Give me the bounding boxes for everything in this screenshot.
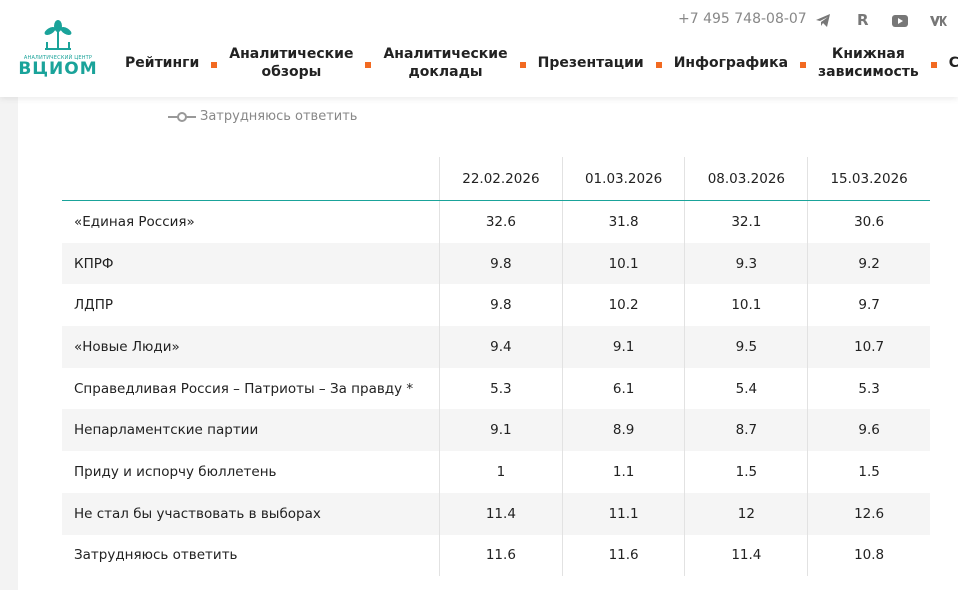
row-label: «Единая Россия» bbox=[74, 213, 195, 230]
column-header: 15.03.2026 bbox=[807, 157, 930, 201]
value-cell: 9.4 bbox=[439, 326, 563, 368]
legend-item[interactable]: Затрудняюсь ответить bbox=[168, 109, 357, 124]
nav-separator bbox=[211, 62, 218, 68]
legend-label: Затрудняюсь ответить bbox=[200, 109, 358, 124]
table-row: «Новые Люди» 9.4 9.1 9.5 10.7 bbox=[62, 326, 930, 368]
logo-name: ВЦИОМ bbox=[18, 59, 98, 79]
nav-link[interactable]: Рейтинги bbox=[125, 55, 200, 71]
content: Затрудняюсь ответить 22.02.2026 01.03.202… bbox=[18, 97, 958, 590]
nav-separator bbox=[365, 62, 372, 68]
value-cell: 10.2 bbox=[561, 284, 685, 327]
value-cell: 32.6 bbox=[439, 200, 563, 243]
header-row: 22.02.2026 01.03.2026 08.03.2026 15.03.2026 bbox=[62, 157, 930, 201]
row-label: ЛДПР bbox=[74, 297, 113, 314]
row-label: КПРФ bbox=[62, 242, 440, 285]
table-row: Непарламентские партии 9.1 8.9 8.7 9.6 bbox=[62, 409, 930, 452]
value-cell: 31.8 bbox=[561, 200, 685, 243]
value-cell: 11.1 bbox=[561, 492, 685, 535]
value-cell: 12.6 bbox=[807, 492, 930, 535]
value-cell: 30.6 bbox=[807, 200, 930, 243]
value-cell: 9.1 bbox=[439, 409, 563, 452]
table-row: КПРФ 9.8 10.1 9.3 9.2 bbox=[62, 242, 930, 285]
value-cell: 10.8 bbox=[807, 534, 930, 577]
nav-link[interactable]: Аналитические обзоры bbox=[229, 46, 354, 80]
value-cell: 9.5 bbox=[684, 326, 808, 368]
header-cell bbox=[62, 157, 440, 201]
value-cell: 11.4 bbox=[439, 492, 563, 535]
value-cell: 9.1 bbox=[561, 326, 685, 368]
value-cell: 1.5 bbox=[807, 451, 930, 493]
value-cell: 11.4 bbox=[684, 534, 808, 577]
logo-caption: АНАЛИТИЧЕСКИЙ ЦЕНТР bbox=[23, 55, 93, 61]
table-row: ЛДПР 9.8 10.2 10.1 9.7 bbox=[62, 284, 930, 327]
nav-separator bbox=[800, 62, 807, 68]
logo[interactable]: АНАЛИТИЧЕСКИЙ ЦЕНТР ВЦИОМ bbox=[18, 20, 98, 79]
nav-link[interactable]: События bbox=[948, 55, 958, 71]
value-cell: 9.7 bbox=[807, 284, 930, 327]
value-cell: 9.8 bbox=[439, 242, 563, 285]
value-cell: 1.5 bbox=[684, 451, 808, 493]
value-cell: 10.7 bbox=[807, 326, 930, 368]
value-cell: 12 bbox=[684, 492, 808, 535]
value-cell: 8.9 bbox=[561, 409, 685, 452]
results-table: 22.02.2026 01.03.2026 08.03.2026 15.03.2026… bbox=[62, 157, 930, 577]
value-cell: 9.6 bbox=[807, 409, 930, 452]
row-label: Приду и испорчу бюллетень bbox=[74, 463, 277, 480]
nav-link[interactable]: Книжная зависимость bbox=[818, 46, 919, 80]
legend-marker bbox=[168, 111, 196, 122]
vk-icon[interactable] bbox=[930, 16, 947, 26]
column-header: 08.03.2026 bbox=[684, 157, 808, 201]
value-cell: 9.8 bbox=[439, 284, 563, 327]
column-header: 01.03.2026 bbox=[561, 157, 685, 201]
main-nav: Рейтинги Аналитические обзоры Аналитически… bbox=[125, 44, 958, 82]
site-header: АНАЛИТИЧЕСКИЙ ЦЕНТР ВЦИОМ +7 495 748-08-… bbox=[0, 0, 958, 97]
table-row: Не стал бы участвовать в выборах 11.4 11.1… bbox=[62, 492, 930, 535]
nav-separator bbox=[930, 62, 937, 68]
row-label: Справедливая Россия – Патриоты – За прав… bbox=[74, 380, 414, 397]
value-cell: 10.1 bbox=[561, 242, 685, 285]
nav-separator bbox=[655, 62, 662, 68]
table-row: Приду и испорчу бюллетень 1 1.1 1.5 1.5 bbox=[62, 451, 930, 493]
value-cell: 8.7 bbox=[684, 409, 808, 452]
nav-separator bbox=[519, 62, 526, 68]
value-cell: 1 bbox=[439, 451, 563, 493]
social-icons: R bbox=[816, 11, 947, 29]
value-cell: 10.1 bbox=[684, 284, 808, 327]
row-label: Непарламентские партии bbox=[62, 409, 440, 452]
nav-link[interactable]: Аналитические доклады bbox=[383, 46, 508, 80]
table-row: Справедливая Россия – Патриоты – За прав… bbox=[62, 367, 930, 410]
value-cell: 1.1 bbox=[561, 451, 685, 493]
nav-link[interactable]: Инфографика bbox=[673, 55, 789, 71]
table-row: Затрудняюсь ответить 11.6 11.6 11.4 10.8 bbox=[62, 534, 930, 577]
value-cell: 11.6 bbox=[561, 534, 685, 577]
value-cell: 32.1 bbox=[684, 200, 808, 243]
value-cell: 9.3 bbox=[684, 242, 808, 285]
telegram-icon[interactable] bbox=[816, 14, 830, 27]
column-header: 22.02.2026 bbox=[439, 157, 563, 201]
value-cell: 9.2 bbox=[807, 242, 930, 285]
phone[interactable]: +7 495 748-08-07 bbox=[678, 11, 807, 27]
row-label: Затрудняюсь ответить bbox=[74, 547, 238, 564]
value-cell: 5.3 bbox=[807, 367, 930, 410]
value-cell: 11.6 bbox=[439, 534, 563, 577]
table-row: «Единая Россия» 32.6 31.8 32.1 30.6 bbox=[62, 200, 930, 243]
row-label: Не стал бы участвовать в выборах bbox=[62, 492, 440, 535]
logo-icon bbox=[44, 20, 72, 50]
nav-link[interactable]: Презентации bbox=[537, 55, 644, 71]
row-label: «Новые Люди» bbox=[62, 326, 440, 368]
value-cell: 6.1 bbox=[561, 367, 685, 410]
rutube-icon[interactable]: R bbox=[857, 11, 869, 29]
value-cell: 5.3 bbox=[439, 367, 563, 410]
value-cell: 5.4 bbox=[684, 367, 808, 410]
